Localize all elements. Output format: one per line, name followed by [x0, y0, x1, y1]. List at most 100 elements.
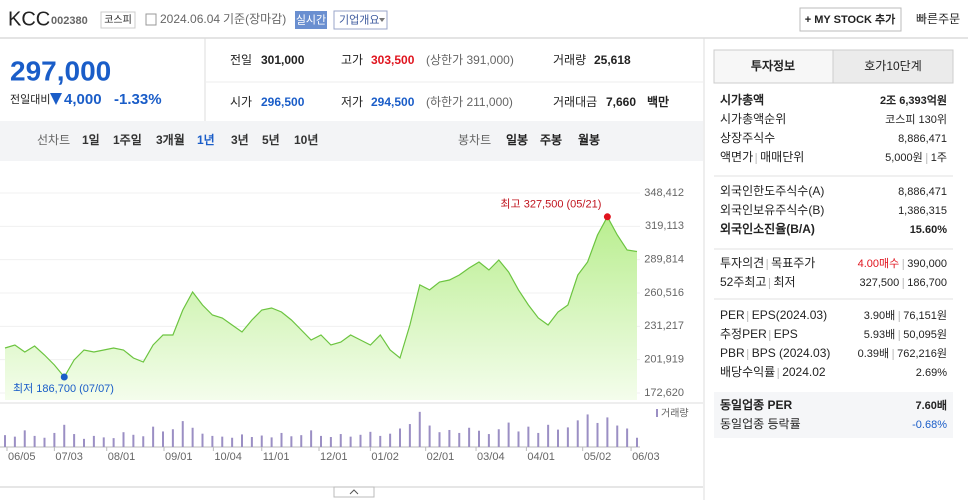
volume-bar: [369, 431, 372, 447]
candle-tab[interactable]: 일봉: [506, 133, 528, 147]
info-label: 외국인한도주식수(A): [720, 184, 824, 198]
info-label: BPS (2024.03): [752, 346, 831, 360]
x-tick-label: 07/03: [55, 451, 83, 463]
volume-bar: [428, 425, 431, 447]
y-tick-label: 348,412: [644, 187, 684, 199]
info-value: 코스피 130위: [885, 113, 947, 126]
period-tab[interactable]: 5년: [262, 133, 280, 147]
period-tab[interactable]: 1주일: [113, 133, 142, 147]
candle-tab[interactable]: 월봉: [578, 132, 600, 147]
period-tab[interactable]: 1일: [82, 133, 100, 147]
volume-bar: [310, 430, 313, 447]
volume-bar: [547, 424, 550, 447]
volume-bar: [557, 429, 559, 447]
x-tick-label: 10/04: [214, 451, 242, 463]
tab[interactable]: [832, 49, 954, 84]
calendar-icon: [145, 13, 157, 26]
tab-label[interactable]: 투자정보: [751, 58, 795, 73]
info-label: 투자의견: [720, 256, 764, 270]
volume-bar: [616, 425, 619, 447]
collapse-button[interactable]: [333, 486, 375, 498]
volume-legend-swatch: [656, 409, 658, 417]
volume-bar: [497, 429, 500, 447]
max-annotation: 최고 327,500 (05/21): [500, 198, 601, 211]
info-label: 외국인보유주식수(B): [720, 203, 824, 217]
volume-bar: [636, 437, 638, 447]
info-label: 동일업종 PER: [720, 398, 793, 412]
summary-label: 고가: [341, 53, 363, 67]
info-label: 상장주식수: [720, 131, 775, 145]
volume-bar: [329, 437, 332, 447]
volume-bar: [408, 424, 411, 447]
info-label: 시가총액: [720, 92, 764, 107]
my-stock-button[interactable]: [799, 7, 902, 32]
x-tick-label: 11/01: [263, 451, 290, 463]
summary-label: 거래대금: [553, 95, 597, 109]
period-tab[interactable]: 3개월: [156, 132, 185, 147]
volume-bar: [379, 435, 382, 447]
tab-label[interactable]: 호가10단계: [864, 59, 922, 73]
tab-group-label: 봉차트: [458, 133, 491, 147]
my-stock-label[interactable]: + MY STOCK 추가: [805, 12, 895, 26]
volume-bar: [152, 426, 155, 447]
candle-tab[interactable]: 주봉: [540, 133, 562, 147]
x-tick-label: 04/01: [527, 451, 555, 463]
volume-bar: [320, 435, 322, 447]
min-annotation: 최저 186,700 (07/07): [13, 382, 114, 395]
volume-bar: [458, 432, 461, 447]
volume-bar: [33, 435, 36, 447]
chart-tab-bar: [0, 121, 703, 161]
realtime-label[interactable]: 실시간: [296, 13, 326, 26]
company-info-label[interactable]: 기업개요: [339, 13, 379, 26]
info-value: 0.39배: [858, 347, 890, 360]
volume-bar: [418, 411, 421, 447]
realtime-badge[interactable]: [295, 11, 327, 29]
info-value: 1,386,315: [898, 205, 947, 217]
info-label: 52주최고: [720, 275, 766, 289]
volume-bar: [478, 430, 480, 447]
volume-bar: [102, 437, 105, 447]
market-label: 코스피: [104, 14, 132, 26]
info-value: 7.60배: [915, 398, 947, 412]
volume-bar: [300, 435, 303, 447]
min-marker: [60, 373, 68, 381]
info-label: 배당수익률: [720, 365, 775, 379]
volume-bar: [122, 432, 125, 447]
x-tick-label: 06/05: [8, 451, 36, 463]
y-tick-label: 172,620: [644, 387, 684, 399]
volume-bar: [487, 434, 490, 447]
max-marker: [603, 213, 611, 221]
info-label: EPS: [774, 327, 798, 341]
x-tick-label: 12/01: [320, 451, 348, 463]
volume-bar: [537, 432, 540, 447]
period-tab[interactable]: 1년: [197, 133, 215, 147]
tab-selected[interactable]: [713, 49, 834, 84]
volume-bar: [389, 433, 392, 447]
company-info-select[interactable]: [333, 10, 388, 30]
period-tab[interactable]: 10년: [294, 133, 318, 147]
volume-bar: [280, 432, 283, 447]
info-value: 327,500: [859, 277, 899, 289]
volume-bar: [191, 427, 194, 447]
date: 2024.06.04: [160, 12, 220, 26]
current-price: 297,000: [10, 55, 111, 86]
price-area: [5, 216, 637, 400]
info-value: 4.00매수: [858, 257, 900, 270]
period-tab[interactable]: 3년: [231, 133, 249, 147]
chevron-up: [349, 489, 359, 495]
y-tick-label: 260,516: [644, 287, 684, 299]
volume-bar: [162, 431, 164, 447]
info-value: 8,886,471: [898, 133, 947, 145]
volume-bar: [468, 427, 471, 447]
summary-note: (하한가 211,000): [426, 95, 513, 109]
quick-order[interactable]: 빠른주문: [916, 12, 960, 26]
volume-bar: [181, 421, 184, 447]
dropdown-arrow: [379, 18, 385, 22]
info-value: 2조 6,393억원: [880, 93, 947, 107]
info-label: 액면가: [720, 150, 753, 164]
x-tick-label: 06/03: [632, 451, 660, 463]
info-value: -0.68%: [912, 419, 947, 431]
summary-value: 303,500: [371, 53, 415, 67]
x-tick-label: 01/02: [371, 451, 399, 463]
y-tick-label: 201,919: [644, 354, 684, 366]
